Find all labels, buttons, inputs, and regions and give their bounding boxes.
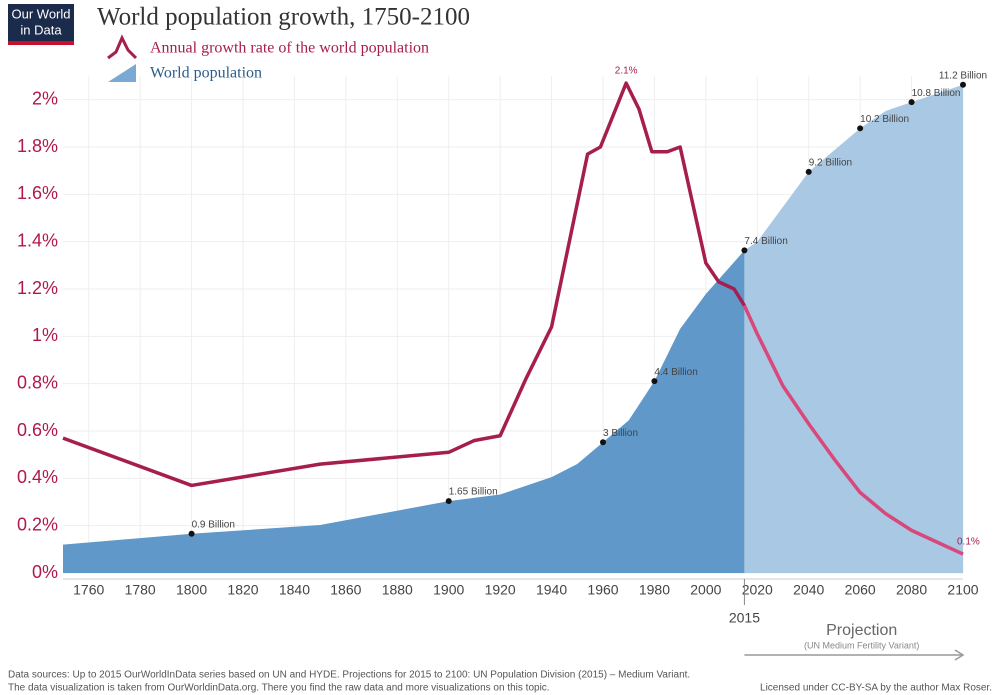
- y-tick-label: 0.8%: [17, 372, 58, 392]
- y-tick-label: 1%: [32, 325, 58, 345]
- data-label: 1.65 Billion: [449, 487, 498, 498]
- x-tick-label: 1960: [587, 582, 618, 598]
- x-tick-label: 2100: [947, 582, 978, 598]
- x-tick-label: 1860: [330, 582, 361, 598]
- legend-label: Annual growth rate of the world populati…: [150, 40, 429, 57]
- x-tick-label: 2060: [845, 582, 876, 598]
- data-label: 11.2 Billion: [939, 70, 987, 81]
- population-area: [63, 250, 745, 573]
- y-tick-label: 2%: [32, 88, 58, 108]
- data-label: 9.2 Billion: [809, 158, 852, 169]
- y-tick-label: 1.6%: [17, 183, 58, 203]
- source-note: Data sources: Up to 2015 OurWorldInData …: [8, 670, 690, 681]
- y-tick-label: 1.8%: [17, 136, 58, 156]
- data-point: [908, 99, 915, 106]
- logo-box: [8, 4, 74, 44]
- data-label: 0.9 Billion: [192, 519, 235, 530]
- growth-line: [62, 81, 746, 488]
- x-tick-label: 1760: [73, 582, 104, 598]
- data-label: 0.1%: [957, 537, 980, 548]
- data-point: [857, 125, 864, 132]
- logo-text: Our World: [12, 6, 71, 21]
- x-tick-label: 1880: [382, 582, 413, 598]
- y-tick-label: 1.2%: [17, 278, 58, 298]
- x-tick-label: 1840: [279, 582, 310, 598]
- x-tick-label: 1900: [433, 582, 464, 598]
- growth-line: [742, 304, 964, 556]
- x-tick-label: 1920: [485, 582, 516, 598]
- data-label: 10.8 Billion: [912, 88, 961, 99]
- license: Licensed under CC-BY-SA by the author Ma…: [760, 683, 992, 694]
- y-tick-label: 0%: [32, 562, 58, 582]
- data-point: [445, 498, 452, 505]
- source-note: The data visualization is taken from Our…: [8, 683, 550, 694]
- x-tick-label: 1780: [125, 582, 156, 598]
- projection-sublabel: (UN Medium Fertility Variant): [804, 640, 919, 650]
- projection-label: Projection: [826, 622, 897, 639]
- legend-icon: [107, 34, 138, 60]
- x-tick-label: 2040: [793, 582, 824, 598]
- y-tick-label: 0.4%: [17, 467, 58, 487]
- population-area: [744, 84, 963, 573]
- data-label: 10.2 Billion: [860, 114, 909, 125]
- y-tick-label: 0.2%: [17, 514, 58, 534]
- x-tick-label: 2080: [896, 582, 927, 598]
- x-tick-label: 1800: [176, 582, 207, 598]
- data-label: 3 Billion: [603, 428, 638, 439]
- x-tick-label: 2020: [742, 582, 773, 598]
- x-tick-label: 1980: [639, 582, 670, 598]
- x-tick-label: 2000: [690, 582, 721, 598]
- legend-icon: [108, 64, 136, 82]
- legend-label: World population: [150, 65, 262, 82]
- y-tick-label: 0.6%: [17, 420, 58, 440]
- projection-start-label: 2015: [729, 610, 760, 626]
- data-point: [741, 247, 748, 254]
- data-point: [600, 439, 606, 446]
- chart-title: World population growth, 1750-2100: [97, 4, 470, 31]
- logo-text: in Data: [20, 22, 62, 37]
- projection-arrowhead: [954, 649, 965, 661]
- data-point: [805, 168, 812, 175]
- data-label: 4.4 Billion: [654, 367, 697, 378]
- data-label: 7.4 Billion: [744, 236, 787, 247]
- data-point: [651, 378, 658, 385]
- logo-bar: [8, 41, 74, 45]
- x-tick-label: 1940: [536, 582, 567, 598]
- data-point: [960, 81, 966, 88]
- data-point: [188, 530, 195, 537]
- y-tick-label: 1.4%: [17, 230, 58, 250]
- x-tick-label: 1820: [227, 582, 258, 598]
- data-label: 2.1%: [615, 66, 638, 77]
